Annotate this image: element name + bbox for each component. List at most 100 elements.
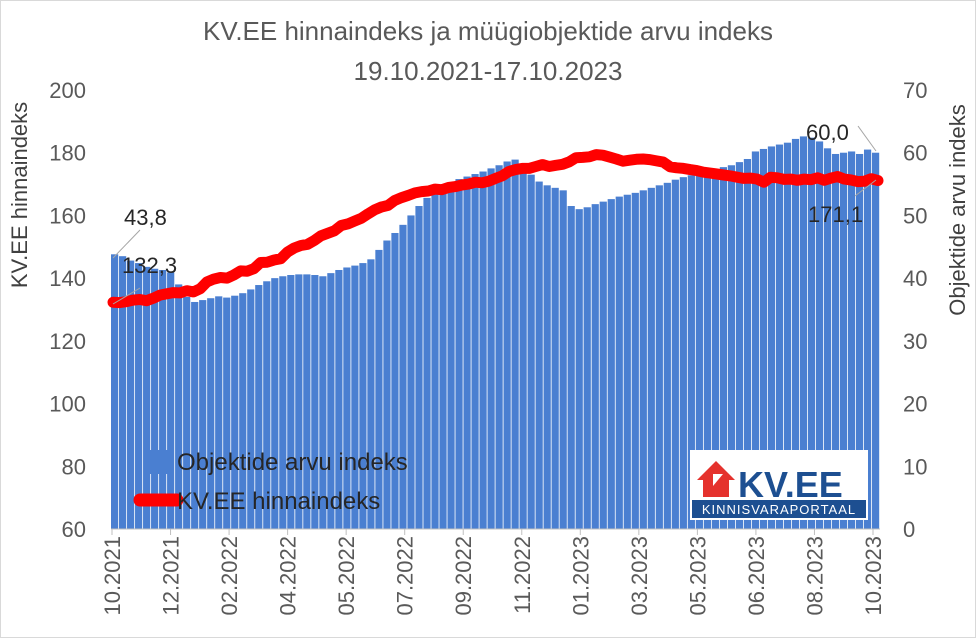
bar	[807, 137, 816, 529]
x-tick-label: 05.2023	[685, 536, 710, 616]
bar	[319, 276, 327, 529]
x-tick-label: 11.2022	[510, 536, 535, 614]
bar	[639, 190, 647, 529]
y-axis-right-label: Objektide arvu indeks	[945, 104, 970, 316]
bar	[695, 172, 703, 529]
logo-name: KV.EE	[738, 464, 843, 505]
y-left-tick-label: 200	[49, 78, 86, 103]
bar	[279, 276, 287, 529]
logo-tagline-bar	[692, 500, 866, 518]
legend-label-line: KV.EE hinnaindeks	[177, 488, 380, 515]
y-right-tick-label: 70	[903, 78, 927, 103]
annotation-end-price: 171,1	[808, 202, 863, 227]
bar	[191, 301, 199, 529]
bar	[439, 187, 447, 529]
bar	[871, 152, 880, 529]
annotation-end-count: 60,0	[806, 120, 849, 145]
bar	[503, 161, 511, 530]
data-annotations: 43,8 132,3 60,0 171,1	[112, 120, 877, 305]
bar	[343, 267, 351, 529]
bar	[375, 249, 383, 530]
bar	[623, 194, 631, 530]
x-tick-label: 04.2022	[276, 536, 301, 616]
bar	[303, 274, 311, 529]
bar	[791, 138, 800, 530]
bar	[207, 298, 215, 529]
bar	[495, 165, 503, 529]
bar	[471, 174, 479, 530]
bar	[383, 240, 391, 529]
legend: Objektide arvu indeks KV.EE hinnaindeks	[133, 449, 408, 515]
bar	[215, 296, 223, 529]
y-left-tick-label: 180	[49, 141, 86, 166]
bar	[743, 158, 752, 530]
y-axis-left-label: KV.EE hinnaindeks	[7, 102, 32, 288]
bar	[663, 182, 671, 529]
y-left-tick-label: 140	[49, 266, 86, 291]
bar	[359, 263, 367, 529]
x-tick-label: 10.2023	[861, 536, 886, 616]
bar	[631, 192, 639, 529]
kv-ee-logo: KV.EE KINNISVARAPORTAAL	[690, 450, 868, 520]
bar	[271, 278, 279, 529]
bar	[527, 174, 535, 529]
bar	[399, 224, 407, 529]
bar	[167, 272, 175, 529]
bar	[327, 273, 335, 529]
bar	[847, 151, 856, 529]
bar	[679, 177, 687, 530]
bar	[175, 284, 183, 529]
bar	[223, 297, 231, 529]
bar	[551, 187, 559, 529]
y-left-tick-label: 120	[49, 329, 86, 354]
bar	[751, 151, 760, 529]
axis-ticks: 60 80 100 120 140 160 180 200 0 10 20 30 40 50 60 70 10.…	[49, 78, 927, 616]
y-left-tick-label: 100	[49, 392, 86, 417]
annotation-start-count: 43,8	[124, 205, 167, 230]
bar	[583, 207, 591, 529]
bar	[823, 148, 832, 529]
x-tick-label: 05.2022	[334, 536, 359, 616]
bar	[591, 204, 599, 529]
bar	[575, 209, 583, 529]
bar	[463, 176, 471, 530]
bar	[615, 196, 623, 530]
y-left-tick-label: 60	[62, 517, 86, 542]
bar	[247, 289, 255, 529]
bar	[775, 144, 784, 529]
bar	[119, 256, 127, 529]
bar	[351, 265, 359, 529]
bar	[335, 269, 343, 529]
bar	[727, 165, 736, 529]
bar	[391, 232, 399, 530]
bar	[711, 169, 719, 529]
y-right-tick-label: 0	[903, 517, 915, 542]
bar	[255, 285, 263, 529]
annotation-leader	[112, 287, 141, 305]
bar	[111, 254, 119, 529]
y-right-tick-label: 40	[903, 266, 927, 291]
x-tick-label: 02.2022	[217, 536, 242, 616]
bar	[831, 153, 840, 529]
bar	[231, 295, 239, 529]
x-tick-label: 08.2023	[803, 536, 828, 616]
price-index-line	[107, 149, 884, 309]
bar	[479, 171, 487, 529]
chart-subtitle: 19.10.2021-17.10.2023	[354, 56, 623, 86]
y-right-tick-label: 30	[903, 329, 927, 354]
bar	[855, 153, 864, 529]
bar	[567, 206, 575, 529]
house-icon	[697, 461, 735, 497]
bar	[487, 168, 495, 529]
bar	[607, 199, 615, 529]
x-tick-label: 09.2022	[451, 536, 476, 616]
bar	[367, 259, 375, 529]
bar	[647, 187, 655, 529]
bar	[535, 181, 543, 529]
bar	[703, 170, 711, 529]
x-tick-label: 01.2023	[568, 536, 593, 616]
bar	[151, 268, 159, 529]
legend-label-bars: Objektide arvu indeks	[177, 449, 408, 476]
